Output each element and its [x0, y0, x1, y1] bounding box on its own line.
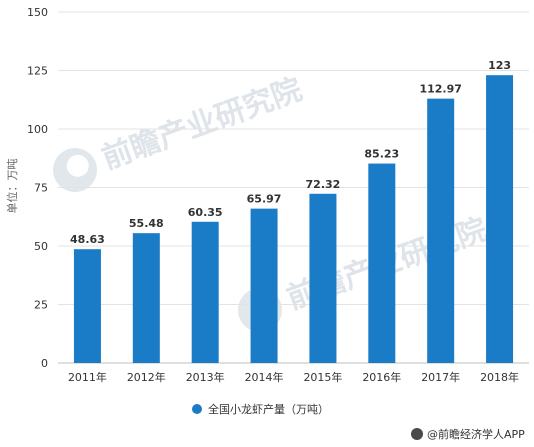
- x-tick-label: 2015年: [303, 370, 342, 384]
- y-axis-ticks: 0 25 50 75 100 125 150: [27, 6, 48, 370]
- source-text: @前瞻经济学人APP: [427, 427, 525, 441]
- y-tick-label: 125: [27, 65, 48, 78]
- x-axis-ticks: 2011年 2012年 2013年 2014年 2015年 2016年 2017年 2018年: [68, 370, 519, 384]
- data-labels: 48.63 55.48 60.35 65.97 72.32 85.23 112.97 123: [70, 59, 511, 246]
- data-label: 85.23: [364, 148, 399, 161]
- bar-2015年: [309, 193, 337, 363]
- data-label: 65.97: [247, 193, 282, 206]
- data-label: 55.48: [129, 217, 164, 230]
- bar-2016年: [368, 163, 396, 363]
- watermark-logo-1: 前瞻产业研究院: [53, 72, 307, 192]
- data-label: 123: [488, 59, 511, 72]
- legend-label: 全国小龙虾产量（万吨）: [208, 402, 329, 416]
- y-tick-label: 150: [27, 6, 48, 19]
- legend: 全国小龙虾产量（万吨）: [192, 402, 329, 416]
- y-tick-label: 100: [27, 123, 48, 136]
- watermark-text-1: 前瞻产业研究院: [97, 72, 306, 177]
- data-label: 72.32: [306, 178, 341, 191]
- bar-2018年: [486, 75, 514, 364]
- y-tick-label: 75: [34, 182, 48, 195]
- legend-marker: [192, 404, 202, 414]
- data-label: 60.35: [188, 206, 223, 219]
- x-tick-label: 2011年: [68, 370, 107, 384]
- y-tick-label: 50: [34, 240, 48, 253]
- y-axis-label: 单位：万吨: [5, 159, 19, 214]
- x-tick-label: 2014年: [245, 370, 284, 384]
- bar-2012年: [132, 233, 160, 363]
- y-tick-label: 25: [34, 299, 48, 312]
- x-tick-label: 2018年: [480, 370, 519, 384]
- x-tick-label: 2013年: [186, 370, 225, 384]
- x-tick-label: 2012年: [127, 370, 166, 384]
- data-label: 48.63: [70, 233, 105, 246]
- bars: [73, 75, 514, 364]
- bar-2011年: [73, 249, 101, 363]
- bar-2014年: [250, 208, 278, 363]
- x-tick-label: 2016年: [362, 370, 401, 384]
- source-logo-icon: [411, 428, 423, 440]
- y-tick-label: 0: [41, 357, 48, 370]
- bar-2013年: [191, 221, 219, 363]
- x-tick-label: 2017年: [421, 370, 460, 384]
- bar-2017年: [427, 98, 455, 363]
- data-label: 112.97: [419, 83, 461, 96]
- source-credit: @前瞻经济学人APP: [411, 427, 525, 441]
